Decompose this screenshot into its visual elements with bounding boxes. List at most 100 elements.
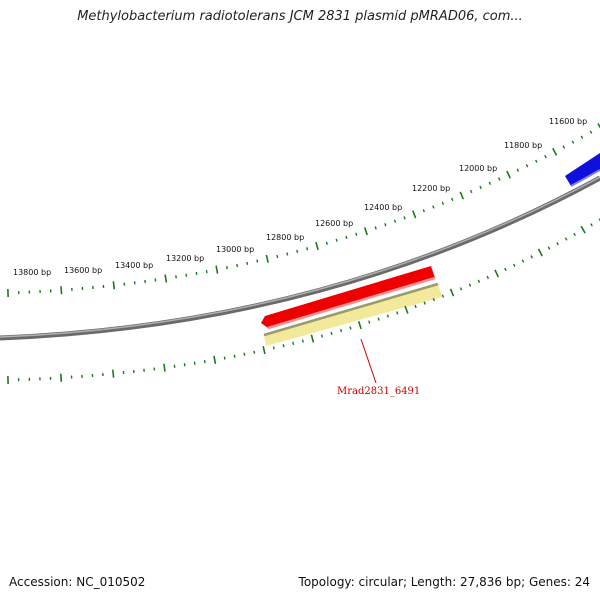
inner-ruler-minor-tick [486, 275, 490, 280]
inner-ruler-major-tick [262, 346, 266, 355]
inner-ruler-minor-tick [512, 263, 516, 267]
outer-ruler-major-tick [215, 265, 219, 274]
inner-ruler-minor-tick [556, 241, 559, 246]
outer-ruler-minor-tick [589, 130, 593, 134]
ruler-label-13200: 13200 bp [166, 254, 204, 263]
inner-ruler-minor-tick [368, 320, 371, 324]
map-summary: Topology: circular; Length: 27,836 bp; G… [298, 575, 590, 589]
outer-ruler-minor-tick [384, 223, 387, 227]
ruler-label-12600: 12600 bp [315, 219, 353, 228]
outer-ruler-major-tick [506, 170, 512, 179]
ruler-label-12000: 12000 bp [459, 164, 497, 173]
cds-feature[interactable] [263, 282, 442, 346]
outer-ruler-major-tick [265, 254, 269, 263]
outer-ruler-minor-tick [497, 177, 501, 181]
inner-ruler-major-tick [213, 355, 217, 364]
outer-ruler-minor-tick [175, 275, 177, 279]
gene-label-leader [360, 338, 377, 384]
plasmid-backbone [0, 175, 600, 341]
outer-ruler-major-tick [459, 191, 465, 200]
ruler-label-11800: 11800 bp [504, 141, 542, 150]
inner-ruler-minor-tick [386, 314, 390, 318]
forward-gene-red[interactable] [261, 266, 436, 330]
ruler-label-13600: 13600 bp [64, 266, 102, 275]
outer-ruler-minor-tick [236, 263, 239, 268]
outer-ruler-major-tick [315, 241, 319, 251]
outer-ruler-major-tick [164, 274, 168, 283]
inner-ruler-major-tick [310, 334, 315, 343]
inner-ruler-major-tick [537, 248, 543, 257]
outer-ruler-minor-tick [393, 219, 397, 223]
outer-ruler-minor-tick [256, 259, 259, 263]
outer-ruler-minor-tick [276, 254, 279, 259]
inner-ruler-minor-tick [301, 339, 304, 343]
inner-ruler-minor-tick [183, 363, 186, 367]
inner-ruler-minor-tick [468, 283, 472, 287]
inner-ruler-major-tick [60, 373, 63, 382]
outer-ruler-major-tick [552, 147, 558, 156]
outer-ruler-minor-tick [441, 201, 445, 205]
outer-ruler-major-tick [363, 227, 368, 236]
inner-ruler-minor-tick [243, 352, 246, 356]
gene-label[interactable]: Mrad2831_6491 [337, 386, 420, 397]
outer-ruler-major-tick [60, 286, 63, 295]
map-title: Methylobacterium radiotolerans JCM 2831 … [77, 9, 523, 24]
inner-ruler-minor-tick [233, 354, 236, 358]
inner-ruler [7, 218, 600, 385]
inner-ruler-minor-tick [414, 304, 417, 309]
inner-ruler-major-tick [357, 321, 362, 330]
inner-ruler-minor-tick [530, 255, 534, 259]
inner-ruler-minor-tick [547, 246, 551, 250]
inner-ruler-minor-tick [330, 331, 333, 335]
inner-ruler-minor-tick [459, 287, 463, 291]
inner-ruler-minor-tick [223, 356, 226, 360]
inner-ruler-minor-tick [339, 329, 343, 333]
outer-ruler-minor-tick [432, 205, 435, 209]
outer-ruler-minor-tick [422, 209, 425, 213]
inner-ruler-major-tick [112, 369, 115, 378]
plasmid-backbone-highlight [0, 176, 600, 338]
outer-ruler-minor-tick [355, 232, 358, 236]
outer-ruler-minor-tick [345, 235, 348, 240]
outer-ruler-minor-tick [544, 154, 547, 159]
inner-ruler-minor-tick [377, 317, 380, 321]
outer-ruler-minor-tick [306, 247, 309, 251]
inner-ruler-minor-tick [253, 350, 256, 354]
ruler-label-12800: 12800 bp [266, 233, 304, 242]
outer-ruler-major-tick [112, 281, 116, 290]
inner-ruler-major-tick [494, 269, 500, 278]
inner-ruler-minor-tick [573, 232, 577, 237]
inner-ruler-major-tick [449, 288, 455, 297]
reverse-gene-blue[interactable] [565, 153, 600, 187]
ruler-label-12400: 12400 bp [364, 203, 402, 212]
outer-ruler-minor-tick [296, 249, 299, 253]
outer-ruler-minor-tick [479, 185, 482, 190]
inner-ruler-major-tick [163, 363, 166, 372]
outer-ruler-minor-tick [325, 241, 328, 245]
outer-ruler-minor-tick [469, 189, 473, 194]
inner-ruler-minor-tick [396, 311, 399, 315]
outer-ruler-minor-tick [580, 135, 584, 139]
ruler-label-13000: 13000 bp [216, 245, 254, 254]
inner-ruler-minor-tick [590, 223, 593, 227]
outer-ruler-minor-tick [226, 266, 228, 270]
inner-ruler-minor-tick [349, 326, 352, 330]
inner-ruler-minor-tick [423, 301, 426, 305]
outer-ruler-minor-tick [374, 226, 377, 230]
inner-ruler-minor-tick [272, 346, 275, 350]
ruler-label-13400: 13400 bp [115, 261, 153, 270]
inner-ruler-minor-tick [598, 218, 600, 222]
outer-ruler-minor-tick [571, 140, 575, 144]
ruler-label-11600: 11600 bp [549, 117, 587, 126]
accession-label: Accession: NC_010502 [9, 575, 146, 589]
outer-ruler-minor-tick [286, 252, 289, 256]
outer-ruler-minor-tick [562, 145, 566, 149]
outer-ruler [7, 123, 600, 298]
outer-ruler-minor-tick [516, 168, 520, 172]
ruler-label-12200: 12200 bp [412, 184, 450, 193]
inner-ruler-minor-tick [564, 237, 568, 241]
inner-ruler-minor-tick [320, 334, 324, 338]
inner-ruler-major-tick [404, 305, 409, 314]
